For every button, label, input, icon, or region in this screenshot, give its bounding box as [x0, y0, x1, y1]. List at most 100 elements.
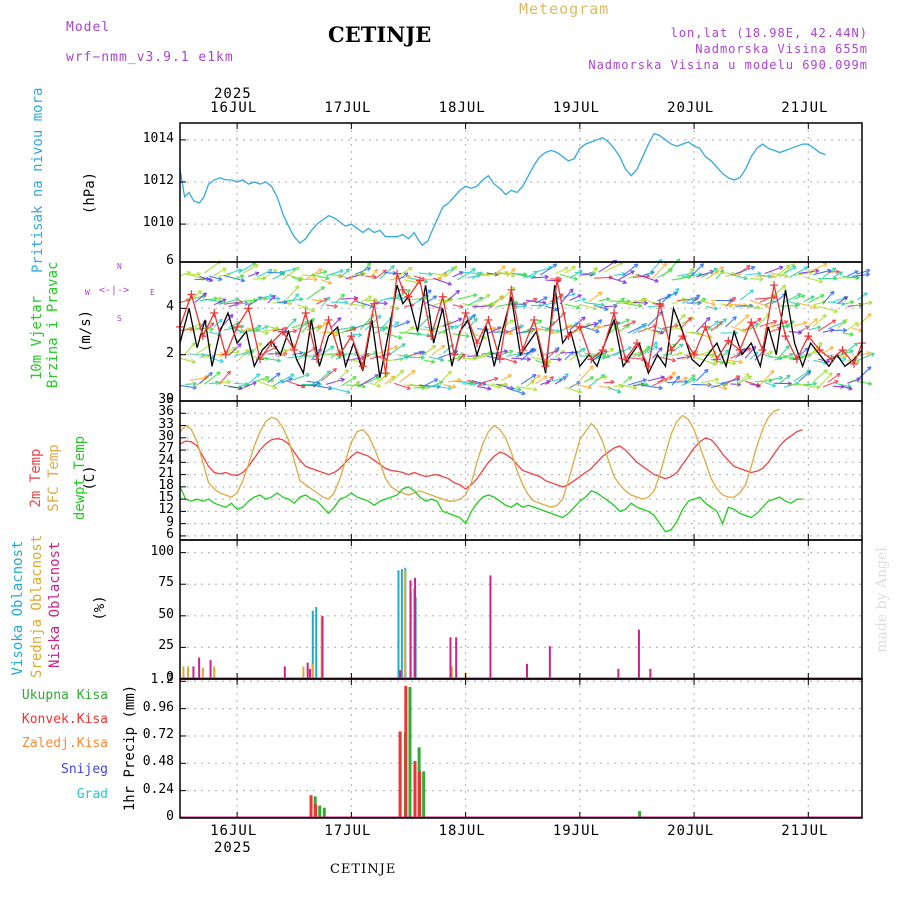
bar-cloud_low [637, 629, 640, 679]
wind-arrow [394, 382, 411, 391]
wind-arrow [554, 266, 569, 275]
wind-arrow [657, 375, 674, 383]
series-gust [179, 273, 863, 374]
gust-point [838, 346, 847, 355]
wind-arrow [608, 387, 622, 394]
wind-arrow [506, 267, 516, 278]
wind-arrow [564, 265, 576, 275]
wind-arrow [506, 387, 526, 396]
wind-arrow [486, 296, 505, 307]
wind-arrow [822, 380, 839, 388]
bar-cloud_mid [311, 663, 314, 679]
gust-point [370, 299, 379, 308]
wind-arrow [608, 276, 627, 285]
series-wind_speed [179, 285, 863, 378]
wind-arrow [321, 279, 333, 285]
gust-point [541, 362, 550, 371]
wind-arrow [447, 265, 458, 275]
wind-arrow [437, 272, 448, 279]
wind-arrow [856, 268, 871, 275]
bar-cloud_low [548, 646, 551, 679]
y-tick-label: 12 [158, 502, 174, 518]
compass-e: E [150, 288, 155, 297]
wind-arrow [511, 324, 525, 330]
gust-point [667, 346, 676, 355]
wind-arrow [584, 326, 600, 334]
station-title: CETINJE [328, 22, 432, 47]
y-tick-label: 33 [158, 416, 174, 432]
wind-arrow [496, 265, 506, 274]
wind-arrow [593, 375, 608, 381]
gust-point [518, 346, 527, 355]
gust-point [530, 315, 539, 324]
wind-arrow [423, 378, 439, 387]
gust-point [301, 308, 310, 317]
wind-arrow [710, 266, 725, 277]
y-tick-label: 50 [158, 606, 174, 622]
wind-arrow [359, 295, 373, 304]
wind-arrow [320, 367, 338, 382]
wind-arrow [325, 330, 339, 337]
wind-arrow [837, 296, 848, 305]
wind-arrow [350, 380, 361, 389]
watermark: made by Angel [874, 547, 890, 653]
gust-point [632, 339, 641, 348]
wind-arrow [622, 376, 633, 384]
wind-arrow [588, 266, 598, 277]
bar-precip_total [422, 771, 426, 818]
wind-arrow [311, 384, 333, 391]
gust-point [393, 269, 402, 278]
wind-arrow [647, 311, 664, 327]
wind-arrow [218, 370, 232, 385]
gust-point [724, 336, 733, 345]
wind-arrow [257, 293, 274, 300]
y-tick-label: 6 [166, 253, 174, 268]
wind-arrow [306, 268, 323, 280]
wind-arrow [745, 305, 761, 310]
gust-point [404, 292, 413, 301]
wind-arrow [569, 316, 586, 331]
precip-legend-grad: Grad [76, 787, 108, 802]
cloud-title-3: Niska Oblacnost [47, 541, 63, 668]
bar-cloud_high [315, 606, 318, 679]
elevation-label: Nadmorska Visina 655m [695, 42, 868, 56]
gust-point [324, 315, 333, 324]
wind-arrow [817, 372, 833, 389]
wind-arrow [272, 301, 293, 306]
wind-arrow [739, 289, 754, 301]
wind-arrow [734, 314, 750, 328]
y-tick-label: 1014 [142, 130, 174, 146]
wind-arrow [812, 369, 828, 383]
wind-title-1: 10m Vjetar [29, 295, 45, 381]
wind-arrow [466, 317, 478, 330]
wind-arrow [749, 383, 761, 388]
wind-arrow [433, 385, 453, 391]
y-tick-label: 6 [166, 526, 174, 542]
wind-arrow [730, 273, 748, 281]
wind-arrow [418, 289, 432, 301]
wind-arrow [725, 375, 741, 385]
wind-arrow [452, 271, 464, 278]
wind-arrow [286, 285, 300, 300]
cloud-title-1: Visoka Oblacnost [10, 540, 26, 676]
panel-frames [179, 122, 863, 819]
gust-point [552, 276, 561, 285]
series-tsfc [179, 408, 780, 508]
footer-station: CETINJE [330, 862, 397, 877]
gust-point [804, 332, 813, 341]
gust-point [210, 308, 219, 317]
wind-arrow [296, 276, 318, 282]
wind-arrow [603, 348, 615, 355]
wind-arrow [691, 294, 701, 305]
wind-arrow [691, 263, 705, 277]
wind-arrow [330, 300, 349, 305]
wind-arrow [574, 297, 587, 303]
gust-point [701, 322, 710, 331]
wind-arrow [257, 269, 273, 278]
gust-point [335, 350, 344, 359]
y-tick-label: 9 [166, 514, 174, 530]
bar-cloud_low [449, 637, 452, 679]
y-tick-label: 1010 [142, 215, 174, 231]
wind-arrow [316, 370, 332, 384]
gust-point [598, 346, 607, 355]
